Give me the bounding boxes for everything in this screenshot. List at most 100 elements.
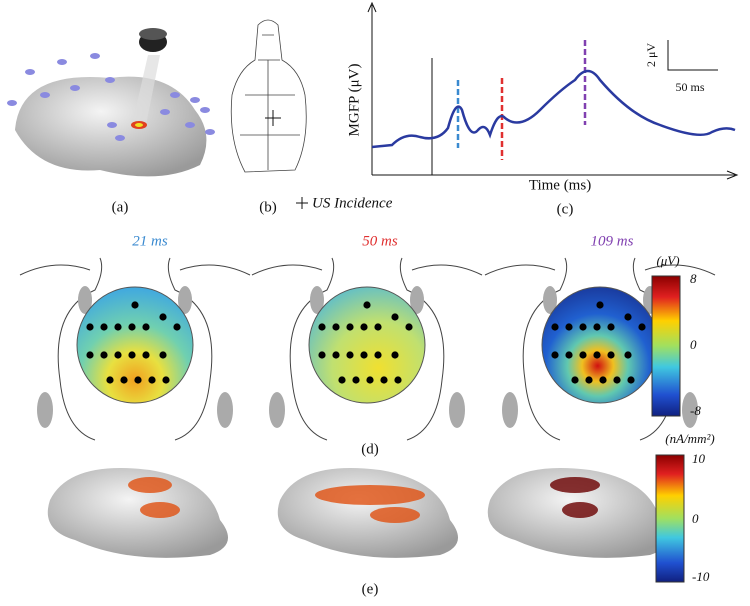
colorbar-unit: (nA/mm²)	[665, 431, 714, 446]
topographic-map-part	[551, 323, 559, 331]
brain-3d-model-part	[139, 28, 167, 40]
topographic-map-part	[596, 301, 604, 309]
topographic-map-part	[159, 351, 167, 359]
topographic-map-part	[134, 376, 142, 384]
topographic-map-part	[352, 376, 360, 384]
topographic-map-part	[405, 323, 413, 331]
topographic-map-part	[128, 323, 136, 331]
topographic-map-part	[332, 323, 340, 331]
colorbar-tick: 10	[692, 451, 706, 466]
topographic-map-part	[86, 351, 94, 359]
topographic-map-part	[148, 376, 156, 384]
topographic-map-part	[502, 392, 518, 428]
topographic-map-part	[269, 392, 285, 428]
brain-3d-model-part-part	[7, 100, 17, 106]
legend-marker	[296, 197, 308, 209]
topographic-map-part	[360, 323, 368, 331]
topographic-map	[484, 257, 716, 441]
topographic-map-part	[394, 376, 402, 384]
skull-outline-part	[230, 19, 307, 173]
topographic-map-part	[449, 392, 465, 428]
brain-3d-model-part-part	[40, 92, 50, 98]
brain-3d-model-part-part	[25, 69, 35, 75]
topographic-map-part	[346, 351, 354, 359]
topographic-map-part	[624, 351, 632, 359]
figure-part	[47, 468, 668, 558]
topographic-map-part	[585, 376, 593, 384]
topographic-map-part	[142, 351, 150, 359]
brain-3d-model-part-part	[160, 109, 170, 115]
colorbar	[651, 275, 681, 417]
brain-3d-model-part-part	[190, 97, 200, 103]
topographic-map-part	[374, 351, 382, 359]
colorbar-tick: -10	[692, 569, 710, 584]
colorbar-tick: -8	[690, 403, 701, 418]
trace-plot-part	[371, 69, 736, 149]
topographic-map-part	[579, 351, 587, 359]
brain-3d-model-part-part	[57, 59, 67, 65]
brain-3d-model-part	[135, 123, 143, 127]
topographic-map-part	[565, 323, 573, 331]
topographic-map-part	[173, 323, 181, 331]
panel-label: (c)	[557, 201, 574, 217]
topographic-map-part	[551, 351, 559, 359]
topographic-map	[19, 257, 251, 441]
topographic-map-part	[363, 301, 371, 309]
brain-source-map	[277, 468, 458, 558]
scale-bar-vertical: 2 μV	[644, 43, 658, 67]
brain-3d-model	[7, 28, 215, 177]
topographic-map-part	[366, 376, 374, 384]
topographic-map-part	[607, 351, 615, 359]
scale-bar-horizontal: 50 ms	[675, 80, 704, 94]
topographic-map-part	[565, 351, 573, 359]
brain-3d-model-part-part	[170, 92, 180, 98]
topographic-map-part	[162, 376, 170, 384]
brain-source-map-part	[277, 468, 458, 558]
topographic-map-part	[410, 286, 424, 314]
topographic-map-part	[374, 323, 382, 331]
legend-text: US Incidence	[312, 195, 393, 211]
topographic-map-part	[131, 301, 139, 309]
brain-source-map	[487, 468, 668, 558]
topographic-map-part	[178, 286, 192, 314]
brain-3d-model-part-part	[200, 107, 210, 113]
topographic-map-part	[338, 376, 346, 384]
skull-outline	[230, 19, 307, 173]
x-axis-label: Time (ms)	[529, 177, 591, 193]
topographic-map-part	[100, 351, 108, 359]
topographic-map-part	[159, 313, 167, 321]
brain-source-map-part	[140, 502, 180, 518]
topographic-map-part	[318, 351, 326, 359]
figure-part	[19, 257, 716, 441]
topographic-map-part	[607, 323, 615, 331]
brain-source-map	[47, 468, 229, 558]
topographic-map-part	[142, 323, 150, 331]
trace-plot-part	[667, 40, 718, 71]
topographic-map-part	[613, 376, 621, 384]
topographic-map-part	[86, 323, 94, 331]
topographic-map-part	[682, 392, 698, 428]
panel-label: (e)	[362, 581, 379, 597]
skull-outline-part	[240, 34, 300, 170]
topographic-map-part	[484, 257, 716, 441]
topographic-map-part	[114, 351, 122, 359]
brain-3d-model-part-part	[115, 135, 125, 141]
topographic-map-part	[593, 323, 601, 331]
topographic-map-part	[78, 286, 92, 314]
topographic-map-part	[380, 376, 388, 384]
topographic-map-part	[332, 351, 340, 359]
topographic-map-part	[217, 392, 233, 428]
brain-3d-model-part	[132, 55, 160, 125]
topographic-map-part	[100, 323, 108, 331]
topographic-map-part	[360, 351, 368, 359]
topographic-map-part	[114, 323, 122, 331]
topographic-map-part	[318, 323, 326, 331]
topographic-map-part	[599, 376, 607, 384]
brain-3d-model-part-part	[70, 85, 80, 91]
topographic-map-part	[571, 376, 579, 384]
map-title: 21 ms	[132, 233, 168, 249]
topographic-map-part	[120, 376, 128, 384]
colorbar-unit: (μV)	[656, 253, 679, 268]
colorbar	[655, 454, 685, 583]
